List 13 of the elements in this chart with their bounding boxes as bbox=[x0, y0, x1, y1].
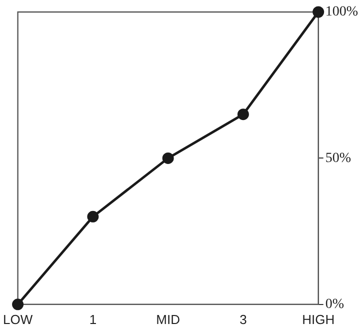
point bbox=[237, 108, 249, 120]
x-tick-label: MID bbox=[156, 312, 180, 327]
y-tick-label: 0% bbox=[325, 297, 344, 312]
point bbox=[12, 298, 24, 310]
y-tick-label: 50% bbox=[325, 150, 352, 166]
point bbox=[162, 152, 174, 164]
x-tick-label: 3 bbox=[240, 312, 247, 327]
y-tick-label: 100% bbox=[325, 4, 358, 20]
point bbox=[312, 6, 324, 18]
x-tick-label: HIGH bbox=[302, 312, 335, 327]
x-tick-label: 1 bbox=[89, 312, 97, 327]
point bbox=[87, 210, 99, 222]
x-tick-label: LOW bbox=[2, 312, 34, 327]
